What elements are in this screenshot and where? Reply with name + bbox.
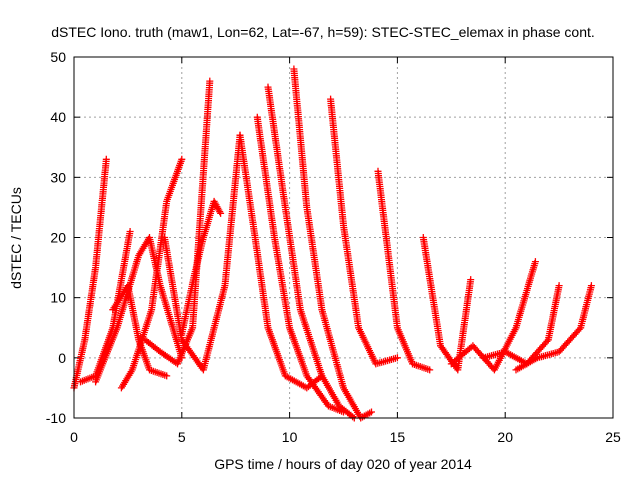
plot-frame <box>73 56 614 419</box>
series-10-markers <box>253 113 347 416</box>
series-9 <box>236 131 326 392</box>
y-tick-label: 30 <box>50 169 66 185</box>
series-4 <box>109 282 171 380</box>
x-tick-label: 10 <box>282 429 298 445</box>
series-13 <box>327 95 401 368</box>
series-8-markers <box>178 197 225 338</box>
series-18-markers <box>512 282 595 374</box>
x-tick-label: 0 <box>70 429 78 445</box>
series-3-markers <box>92 234 186 386</box>
series-6 <box>141 77 214 368</box>
series-17 <box>480 282 563 368</box>
series-6-markers <box>141 77 214 368</box>
series-14-markers <box>374 167 434 374</box>
x-tick-label: 20 <box>497 429 513 445</box>
series-16-markers <box>447 258 539 374</box>
x-axis-label: GPS time / hours of day 020 of year 2014 <box>214 456 472 472</box>
series-18 <box>512 282 595 374</box>
series-5-markers <box>117 155 186 392</box>
data-points <box>70 65 595 422</box>
x-tick-label: 5 <box>178 429 186 445</box>
chart-title: dSTEC Iono. truth (maw1, Lon=62, Lat=-67… <box>51 24 595 40</box>
y-tick-label: 0 <box>58 350 66 366</box>
series-11 <box>264 83 358 422</box>
series-12-markers <box>290 65 375 422</box>
y-axis-label: dSTEC / TECUs <box>8 187 24 289</box>
series-13-markers <box>327 95 401 368</box>
series-4-markers <box>109 282 171 380</box>
series-17-markers <box>480 282 563 368</box>
series-8 <box>178 197 225 338</box>
y-tick-label: 40 <box>50 109 66 125</box>
series-7 <box>161 131 244 374</box>
y-tick-label: 50 <box>50 49 66 65</box>
series-9-markers <box>236 131 326 392</box>
series-5 <box>117 155 186 392</box>
series-16 <box>447 258 539 374</box>
series-12 <box>290 65 375 422</box>
y-tick-label: 20 <box>50 230 66 246</box>
x-tick-label: 15 <box>390 429 406 445</box>
series-7-markers <box>161 131 244 374</box>
series-10 <box>253 113 347 416</box>
x-tick-label: 25 <box>605 429 621 445</box>
y-tick-label: 10 <box>50 290 66 306</box>
series-3 <box>92 234 186 386</box>
y-tick-label: -10 <box>46 410 66 426</box>
series-14 <box>374 167 434 374</box>
series-11-markers <box>264 83 358 422</box>
